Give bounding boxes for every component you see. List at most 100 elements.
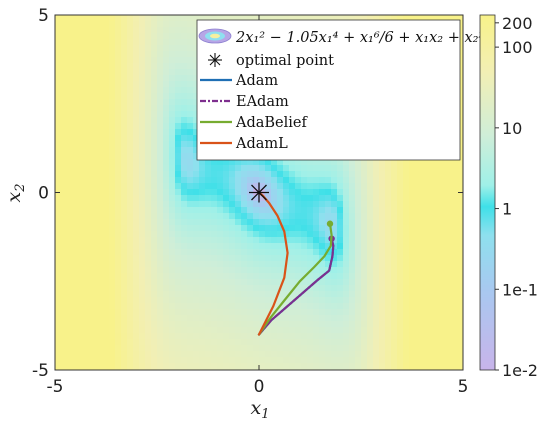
contour-cell [73,231,80,238]
contour-cell [175,39,182,46]
contour-cell [169,267,176,274]
contour-cell [139,357,146,364]
contour-cell [91,123,98,130]
contour-cell [157,111,164,118]
contour-cell [415,213,422,220]
contour-cell [211,285,218,292]
contour-cell [223,273,230,280]
contour-cell [139,153,146,160]
contour-cell [373,345,380,352]
contour-cell [295,321,302,328]
contour-cell [235,351,242,358]
contour-cell [109,111,116,118]
contour-cell [343,333,350,340]
contour-cell [139,141,146,148]
contour-cell [187,105,194,112]
contour-cell [133,345,140,352]
contour-cell [121,303,128,310]
contour-cell [379,327,386,334]
contour-cell [457,351,463,358]
contour-cell [109,63,116,70]
contour-cell [349,171,356,178]
contour-cell [409,243,416,250]
contour-cell [157,189,164,196]
contour-cell [61,159,68,166]
contour-cell [415,231,422,238]
contour-cell [403,207,410,214]
contour-cell [445,231,452,238]
contour-cell [229,315,236,322]
contour-cell [355,327,362,334]
contour-cell [331,165,338,172]
contour-cell [121,105,128,112]
contour-cell [79,225,86,232]
contour-cell [289,261,296,268]
contour-cell [325,225,332,232]
contour-cell [193,219,200,226]
contour-cell [391,261,398,268]
contour-cell [187,57,194,64]
contour-cell [73,39,80,46]
contour-cell [325,171,332,178]
contour-cell [157,297,164,304]
contour-cell [391,255,398,262]
contour-cell [169,231,176,238]
contour-cell [73,123,80,130]
contour-cell [181,33,188,40]
contour-cell [67,363,74,370]
contour-cell [235,213,242,220]
contour-cell [73,345,80,352]
contour-cell [217,261,224,268]
contour-cell [247,345,254,352]
contour-cell [457,237,463,244]
contour-cell [193,183,200,190]
contour-cell [331,273,338,280]
contour-cell [187,279,194,286]
contour-cell [79,45,86,52]
contour-cell [415,189,422,196]
contour-cell [181,195,188,202]
contour-cell [79,273,86,280]
contour-cell [205,291,212,298]
contour-cell [145,243,152,250]
contour-cell [55,27,62,34]
contour-cell [373,309,380,316]
contour-cell [97,141,104,148]
trajectory-adabelief [257,222,333,336]
contour-cell [277,321,284,328]
contour-cell [151,237,158,244]
contour-cell [307,165,314,172]
contour-cell [163,279,170,286]
contour-cell [91,261,98,268]
contour-cell [175,75,182,82]
contour-cell [301,177,308,184]
contour-cell [385,267,392,274]
contour-cell [67,105,74,112]
contour-cell [331,195,338,202]
contour-cell [163,243,170,250]
contour-cell [265,225,272,232]
contour-cell [181,21,188,28]
contour-cell [115,123,122,130]
contour-cell [433,321,440,328]
contour-cell [133,237,140,244]
contour-cell [211,333,218,340]
contour-cell [313,189,320,196]
contour-cell [115,27,122,34]
contour-cell [229,183,236,190]
contour-cell [61,69,68,76]
contour-cell [415,279,422,286]
contour-cell [91,117,98,124]
contour-cell [157,363,164,370]
contour-cell [121,363,128,370]
contour-cell [55,291,62,298]
contour-cell [283,219,290,226]
contour-cell [139,21,146,28]
contour-cell [205,309,212,316]
contour-cell [433,261,440,268]
contour-cell [385,339,392,346]
contour-cell [403,213,410,220]
contour-cell [115,81,122,88]
contour-cell [73,333,80,340]
contour-cell [61,357,68,364]
